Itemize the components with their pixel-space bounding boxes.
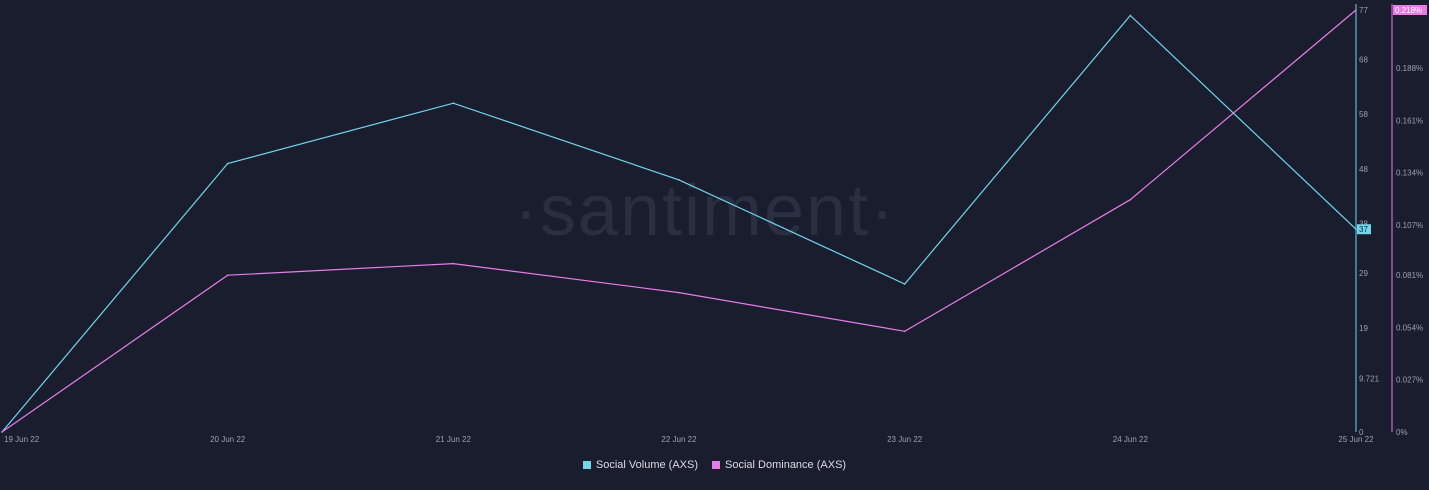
last-value-label-social-dominance: 0.218% bbox=[1395, 6, 1422, 15]
legend-swatch-social-volume bbox=[582, 461, 591, 469]
data-point-social-volume bbox=[226, 162, 229, 165]
last-value-label-social-volume: 37 bbox=[1359, 225, 1368, 234]
data-point-social-dominance bbox=[903, 330, 906, 333]
last-value-badge-social-dominance bbox=[1393, 5, 1427, 15]
data-point-social-dominance bbox=[1, 431, 3, 433]
y-tick-label-social-dominance: 0.107% bbox=[1396, 221, 1423, 230]
y-tick-label-social-dominance: 0.161% bbox=[1396, 116, 1423, 125]
legend-label-social-dominance: Social Dominance (AXS) bbox=[725, 459, 847, 471]
x-tick-label: 25 Jun 22 bbox=[1338, 435, 1374, 444]
x-tick-label: 20 Jun 22 bbox=[210, 435, 246, 444]
legend-item-social-volume[interactable]: Social Volume (AXS) bbox=[582, 459, 699, 471]
axes-group bbox=[1355, 4, 1393, 432]
x-tick-label: 24 Jun 22 bbox=[1113, 435, 1149, 444]
data-point-social-dominance bbox=[452, 262, 455, 265]
y-tick-label-social-dominance: 0.188% bbox=[1396, 64, 1423, 73]
y-tick-label-social-dominance: 0.027% bbox=[1396, 376, 1423, 385]
y-tick-label-social-volume: 19 bbox=[1359, 324, 1368, 333]
chart-legend: Social Volume (AXS) Social Dominance (AX… bbox=[0, 459, 1429, 471]
axis-labels-group: 09.721192938485868770%0.027%0.054%0.081%… bbox=[4, 5, 1427, 444]
data-point-social-dominance bbox=[1129, 198, 1132, 201]
data-point-social-volume bbox=[452, 102, 455, 104]
x-tick-label: 23 Jun 22 bbox=[887, 435, 923, 444]
y-tick-label-social-volume: 48 bbox=[1359, 165, 1368, 174]
data-point-social-volume bbox=[903, 283, 906, 285]
y-tick-label-social-volume: 9.721 bbox=[1359, 375, 1380, 384]
y-tick-label-social-volume: 77 bbox=[1359, 6, 1368, 15]
y-tick-label-social-volume: 68 bbox=[1359, 55, 1368, 64]
y-tick-label-social-dominance: 0.054% bbox=[1396, 323, 1423, 332]
y-tick-label-social-dominance: 0.081% bbox=[1396, 271, 1423, 280]
legend-label-social-volume: Social Volume (AXS) bbox=[595, 459, 699, 471]
legend-item-social-dominance[interactable]: Social Dominance (AXS) bbox=[712, 459, 846, 471]
y-tick-label-social-volume: 0 bbox=[1359, 428, 1364, 437]
data-point-social-volume bbox=[1129, 14, 1132, 17]
x-tick-label: 19 Jun 22 bbox=[4, 435, 40, 444]
y-tick-label-social-dominance: 0.134% bbox=[1396, 169, 1423, 178]
legend-swatch-social-dominance bbox=[712, 461, 721, 469]
y-tick-label-social-volume: 58 bbox=[1359, 110, 1368, 119]
data-point-social-dominance bbox=[1355, 9, 1357, 11]
santiment-watermark: ·santiment· bbox=[514, 171, 896, 251]
data-point-social-dominance bbox=[226, 274, 229, 277]
last-value-badge-social-volume bbox=[1357, 224, 1371, 235]
y-tick-label-social-volume: 29 bbox=[1359, 269, 1368, 278]
series-group bbox=[1, 9, 1357, 433]
data-point-social-volume bbox=[1355, 228, 1357, 231]
data-point-social-dominance bbox=[678, 291, 680, 294]
x-tick-label: 21 Jun 22 bbox=[436, 435, 472, 444]
data-point-social-volume bbox=[678, 179, 680, 181]
y-tick-label-social-dominance: 0% bbox=[1396, 428, 1408, 437]
x-tick-label: 22 Jun 22 bbox=[661, 435, 697, 444]
